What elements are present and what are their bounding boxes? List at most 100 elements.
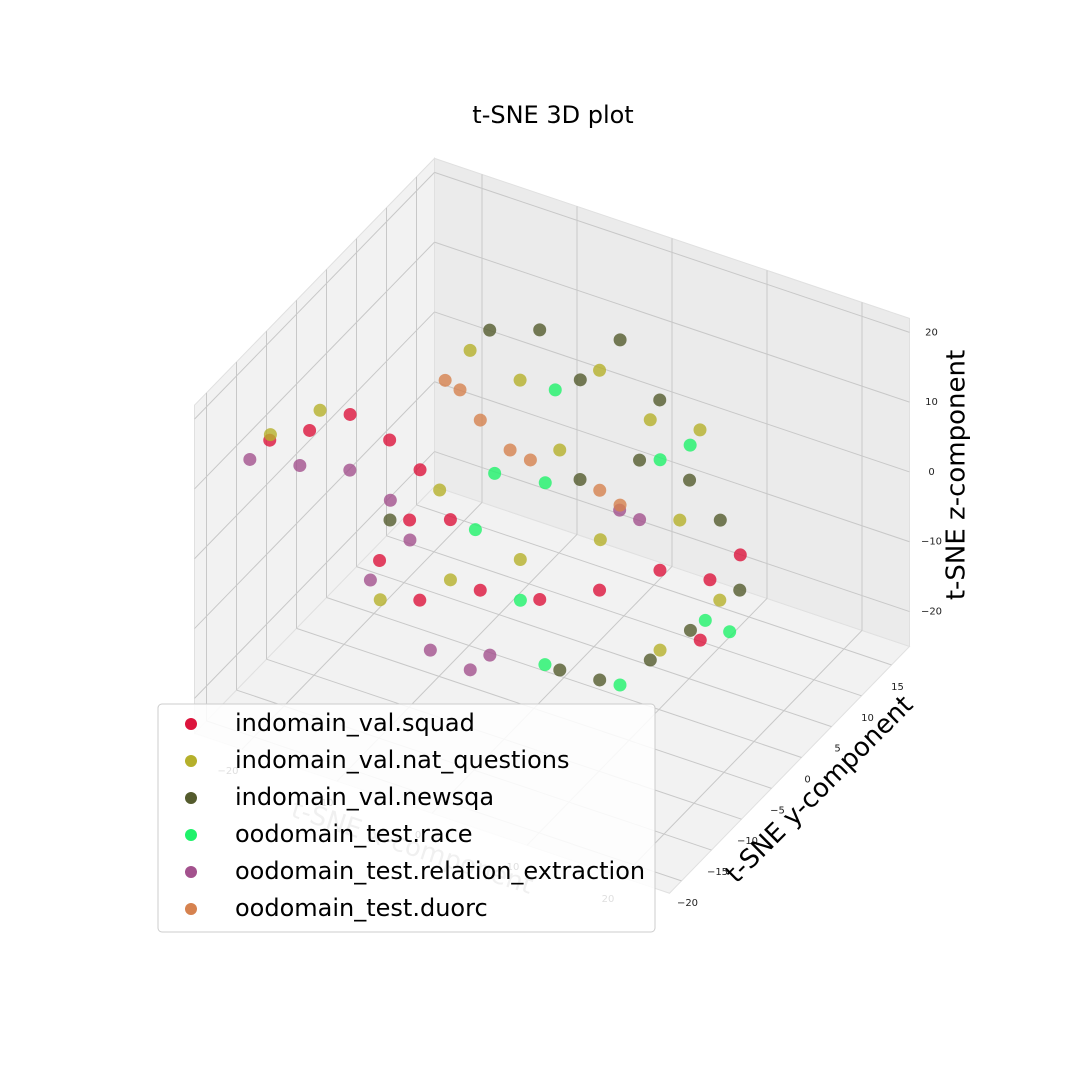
point xyxy=(413,463,427,477)
grid-line xyxy=(194,171,435,420)
point xyxy=(683,438,697,452)
point xyxy=(483,323,497,337)
grid-line xyxy=(621,630,863,878)
point xyxy=(503,443,517,457)
chart-title: t-SNE 3D plot xyxy=(472,101,633,129)
legend-marker xyxy=(185,903,197,915)
z-tick-label: −20 xyxy=(921,607,942,618)
point xyxy=(513,552,527,566)
point xyxy=(538,476,552,490)
point xyxy=(553,443,567,457)
point xyxy=(383,433,397,447)
point xyxy=(473,583,487,597)
point xyxy=(383,513,397,527)
y-tick-label: 10 xyxy=(861,713,874,724)
point xyxy=(643,413,657,427)
point xyxy=(383,493,397,507)
z-tick-label: 10 xyxy=(925,397,938,408)
grid-line xyxy=(194,381,435,629)
point xyxy=(438,373,452,387)
y-tick-label: −15 xyxy=(707,867,728,878)
z-axis-label: t-SNE z-component xyxy=(942,350,972,600)
grid-line xyxy=(434,381,910,543)
point xyxy=(723,625,737,639)
point xyxy=(683,473,697,487)
point xyxy=(303,423,317,437)
point xyxy=(613,498,627,512)
point xyxy=(513,593,527,607)
point xyxy=(548,383,562,397)
grid-line xyxy=(194,311,435,560)
grid-line xyxy=(356,566,832,728)
point xyxy=(538,658,552,672)
point xyxy=(313,403,327,417)
point xyxy=(693,633,707,647)
point xyxy=(613,333,627,347)
point xyxy=(703,573,717,587)
point xyxy=(513,373,527,387)
point xyxy=(593,673,607,687)
z-tick-label: −10 xyxy=(921,537,942,548)
grid-line xyxy=(326,597,802,758)
point xyxy=(733,548,747,562)
point xyxy=(593,533,607,547)
y-tick-label: 15 xyxy=(891,682,904,693)
grid-line xyxy=(434,311,910,473)
point xyxy=(533,323,547,337)
point xyxy=(463,343,477,357)
legend-box xyxy=(157,703,656,933)
y-tick-label: 0 xyxy=(804,775,810,786)
grid-line xyxy=(434,171,910,333)
legend-label: indomain_val.squad xyxy=(235,709,475,737)
point xyxy=(683,623,697,637)
point xyxy=(643,653,657,667)
y-tick-label: −10 xyxy=(737,836,758,847)
legend-marker xyxy=(185,866,197,878)
legend-label: indomain_val.nat_questions xyxy=(235,746,570,774)
point xyxy=(733,583,747,597)
point xyxy=(633,453,647,467)
point xyxy=(453,383,467,397)
point xyxy=(553,663,567,677)
legend-label: oodomain_test.duorc xyxy=(235,894,488,922)
point xyxy=(673,513,687,527)
points xyxy=(243,323,747,692)
point xyxy=(523,453,537,467)
z-tick-label: 0 xyxy=(928,467,934,478)
point xyxy=(693,423,707,437)
point xyxy=(373,593,387,607)
point xyxy=(263,428,277,442)
grid-line xyxy=(386,535,862,697)
legend-marker xyxy=(185,792,197,804)
legend-marker xyxy=(185,718,197,730)
point xyxy=(443,573,457,587)
point xyxy=(363,573,377,587)
legend-label: indomain_val.newsqa xyxy=(235,783,494,811)
point xyxy=(593,583,607,597)
point xyxy=(463,663,477,677)
point xyxy=(468,523,482,537)
point xyxy=(613,678,627,692)
point xyxy=(488,466,502,480)
point xyxy=(593,483,607,497)
legend-label: oodomain_test.race xyxy=(235,820,473,848)
point xyxy=(403,513,417,527)
grid-line xyxy=(434,451,910,613)
y-tick-label: 5 xyxy=(834,744,840,755)
point xyxy=(533,592,547,606)
grid-line xyxy=(194,451,435,699)
legend-label: oodomain_test.relation_extraction xyxy=(235,857,645,885)
point xyxy=(373,553,387,567)
point xyxy=(633,513,647,527)
grid-line xyxy=(194,241,435,490)
y-tick-label: −5 xyxy=(770,805,785,816)
point xyxy=(573,473,587,487)
point xyxy=(293,459,307,473)
y-tick-label: −20 xyxy=(677,898,698,909)
point xyxy=(413,593,427,607)
point xyxy=(573,373,587,387)
grid-line xyxy=(434,241,910,403)
legend-marker xyxy=(185,755,197,767)
legend-marker xyxy=(185,829,197,841)
